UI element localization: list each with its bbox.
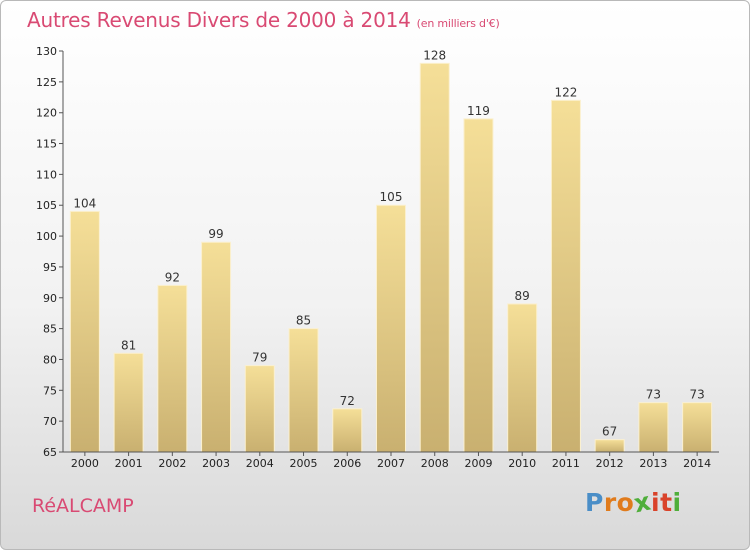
x-tick-label: 2007: [377, 457, 405, 470]
bar-value-label: 99: [208, 227, 223, 241]
y-tick-label: 130: [36, 45, 57, 58]
x-tick-label: 2014: [683, 457, 711, 470]
y-tick-label: 100: [36, 230, 57, 243]
logo-letter: i: [651, 488, 661, 517]
y-tick-label: 120: [36, 107, 57, 120]
x-tick-label: 2012: [596, 457, 624, 470]
x-tick-label: 2011: [552, 457, 580, 470]
bar-value-label: 105: [380, 190, 403, 204]
y-tick-label: 115: [36, 138, 57, 151]
bar-2005: [288, 328, 319, 453]
bar-value-label: 67: [602, 425, 617, 439]
bar-value-label: 85: [296, 314, 311, 328]
bar-2003: [201, 241, 232, 453]
town-name: RéALCAMP: [32, 495, 134, 517]
bar-2004: [244, 365, 275, 453]
x-tick-label: 2003: [202, 457, 230, 470]
bar-value-label: 128: [423, 48, 446, 62]
logo-letter: i: [672, 488, 682, 517]
x-tick-label: 2005: [290, 457, 318, 470]
x-tick-label: 2004: [246, 457, 274, 470]
proxiti-logo[interactable]: Proxiti: [585, 487, 682, 519]
x-tick-label: 2013: [639, 457, 667, 470]
x-tick-label: 2001: [115, 457, 143, 470]
bar-2008: [419, 62, 450, 453]
logo-letter: r: [603, 488, 617, 517]
bar-2006: [332, 408, 363, 453]
bar-value-label: 81: [121, 338, 136, 352]
logo-letter: P: [585, 488, 604, 517]
bar-value-label: 72: [340, 394, 355, 408]
y-tick-label: 75: [43, 384, 57, 397]
bar-2007: [376, 204, 406, 453]
bar-2000: [69, 210, 100, 453]
bar-value-label: 92: [165, 270, 180, 284]
x-tick-label: 2008: [421, 457, 449, 470]
bar-value-label: 79: [252, 351, 267, 365]
bar-2012: [594, 439, 625, 453]
y-tick-label: 65: [43, 446, 57, 459]
y-tick-label: 110: [36, 168, 57, 181]
bar-2014: [682, 402, 713, 453]
x-tick-label: 2000: [71, 457, 99, 470]
x-tick-label: 2002: [158, 457, 186, 470]
bar-2009: [463, 118, 494, 453]
y-tick-label: 85: [43, 323, 57, 336]
bar-value-label: 89: [515, 289, 530, 303]
bar-2011: [550, 99, 581, 453]
chart-subtitle: (en milliers d'€): [416, 17, 500, 30]
y-tick-label: 95: [43, 261, 57, 274]
bar-value-label: 73: [689, 388, 704, 402]
bar-value-label: 122: [554, 85, 577, 99]
chart-title: Autres Revenus Divers de 2000 à 2014: [27, 8, 411, 32]
logo-letter: o: [616, 488, 635, 517]
y-tick-label: 80: [43, 353, 57, 366]
bar-2002: [157, 284, 188, 453]
bar-2013: [638, 402, 669, 453]
logo-letter: t: [660, 488, 673, 517]
y-tick-label: 90: [43, 292, 57, 305]
x-tick-label: 2010: [508, 457, 536, 470]
y-tick-label: 70: [43, 415, 57, 428]
bar-value-label: 73: [646, 388, 661, 402]
bar-2001: [113, 352, 144, 453]
chart-title-line: Autres Revenus Divers de 2000 à 2014 (en …: [27, 8, 500, 32]
bar-value-label: 119: [467, 104, 490, 118]
y-tick-label: 105: [36, 199, 57, 212]
y-tick-label: 125: [36, 76, 57, 89]
bar-2010: [507, 303, 538, 453]
bar-value-label: 104: [73, 196, 96, 210]
x-tick-label: 2009: [464, 457, 492, 470]
x-tick-label: 2006: [333, 457, 361, 470]
